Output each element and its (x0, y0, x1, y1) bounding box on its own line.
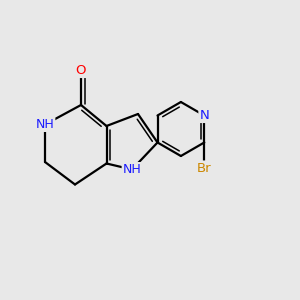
Text: NH: NH (36, 118, 54, 131)
Text: O: O (76, 64, 86, 77)
Text: N: N (200, 109, 209, 122)
Text: Br: Br (197, 161, 212, 175)
Text: NH: NH (123, 163, 141, 176)
